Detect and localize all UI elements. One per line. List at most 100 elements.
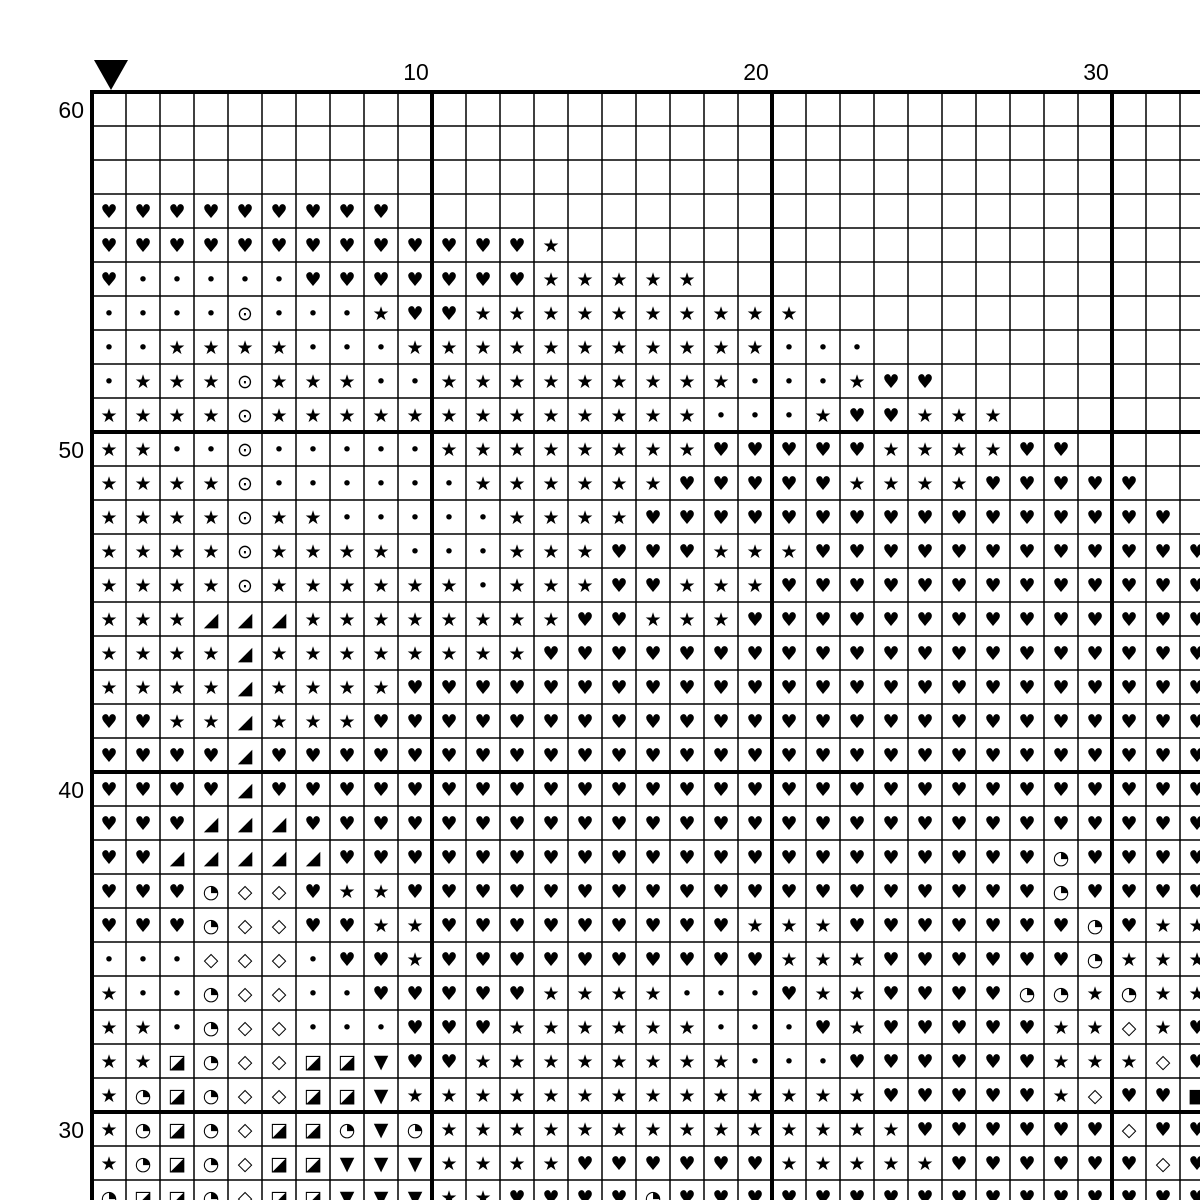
stitch-symbol: •: [307, 983, 318, 1005]
stitch-symbol: ♥: [168, 779, 185, 801]
stitch-symbol: ♥: [780, 1187, 797, 1200]
stitch-symbol: ★: [168, 337, 185, 359]
stitch-symbol: ♥: [304, 745, 321, 767]
stitch-symbol: •: [443, 473, 454, 495]
stitch-symbol: ★: [576, 303, 593, 325]
stitch-symbol: ♥: [1154, 1085, 1171, 1107]
stitch-symbol: •: [239, 269, 250, 291]
stitch-symbol: ♥: [100, 813, 117, 835]
stitch-symbol: •: [783, 405, 794, 427]
stitch-symbol: ▼: [408, 1153, 423, 1175]
stitch-symbol: ★: [542, 609, 559, 631]
stitch-symbol: •: [307, 337, 318, 359]
stitch-symbol: •: [409, 371, 420, 393]
stitch-symbol: ★: [202, 711, 219, 733]
stitch-symbol: ♥: [644, 949, 661, 971]
stitch-symbol: ★: [712, 1119, 729, 1141]
stitch-symbol: ★: [950, 473, 967, 495]
stitch-symbol: ★: [780, 541, 797, 563]
stitch-symbol: ♥: [508, 235, 525, 257]
stitch-symbol: ★: [236, 337, 253, 359]
stitch-symbol: •: [137, 983, 148, 1005]
stitch-symbol: ♥: [848, 1051, 865, 1073]
stitch-symbol: ♥: [440, 269, 457, 291]
stitch-symbol: ★: [474, 473, 491, 495]
stitch-symbol: ♥: [678, 915, 695, 937]
stitch-symbol: ♥: [1120, 677, 1137, 699]
stitch-symbol: ♥: [916, 371, 933, 393]
stitch-symbol: ★: [474, 1085, 491, 1107]
stitch-symbol: ♥: [134, 881, 151, 903]
stitch-symbol: ◔: [1053, 881, 1070, 903]
stitch-symbol: ♥: [1018, 643, 1035, 665]
stitch-symbol: ♥: [508, 915, 525, 937]
stitch-symbol: ◪: [168, 1119, 186, 1141]
stitch-symbol: ◢: [238, 745, 253, 767]
stitch-symbol: ★: [168, 711, 185, 733]
stitch-symbol: ♥: [746, 745, 763, 767]
stitch-symbol: ♥: [814, 881, 831, 903]
stitch-symbol: ⊙: [237, 303, 253, 325]
stitch-symbol: ◢: [238, 813, 253, 835]
row-label: 50: [58, 437, 84, 463]
stitch-symbol: ★: [202, 677, 219, 699]
stitch-symbol: ♥: [440, 711, 457, 733]
stitch-symbol: ★: [508, 643, 525, 665]
stitch-symbol: ★: [1154, 983, 1171, 1005]
stitch-symbol: ♥: [1018, 541, 1035, 563]
stitch-symbol: ★: [848, 1119, 865, 1141]
stitch-symbol: ♥: [440, 1051, 457, 1073]
stitch-symbol: •: [375, 337, 386, 359]
stitch-symbol: ♥: [644, 847, 661, 869]
stitch-symbol: ♥: [440, 983, 457, 1005]
stitch-symbol: ◔: [1053, 847, 1070, 869]
stitch-symbol: ♥: [1018, 575, 1035, 597]
stitch-symbol: ♥: [202, 745, 219, 767]
stitch-symbol: ★: [372, 643, 389, 665]
stitch-symbol: ★: [542, 1153, 559, 1175]
stitch-symbol: ♥: [848, 813, 865, 835]
stitch-symbol: ♥: [576, 915, 593, 937]
stitch-symbol: ★: [372, 609, 389, 631]
stitch-symbol: ♥: [610, 881, 627, 903]
stitch-symbol: •: [307, 439, 318, 461]
stitch-symbol: ♥: [474, 1017, 491, 1039]
stitch-symbol: ★: [576, 1119, 593, 1141]
stitch-symbol: ♥: [100, 269, 117, 291]
stitch-symbol: ◔: [135, 1119, 152, 1141]
stitch-symbol: ♥: [1120, 507, 1137, 529]
stitch-symbol: ♥: [1188, 1153, 1200, 1175]
stitch-symbol: ◔: [203, 983, 220, 1005]
stitch-symbol: ★: [542, 575, 559, 597]
stitch-symbol: ♥: [542, 745, 559, 767]
stitch-symbol: •: [375, 371, 386, 393]
stitch-symbol: ♥: [746, 881, 763, 903]
stitch-symbol: ♥: [780, 983, 797, 1005]
stitch-symbol: ♥: [134, 847, 151, 869]
stitch-symbol: ★: [474, 303, 491, 325]
stitch-symbol: ♥: [814, 847, 831, 869]
stitch-symbol: ◢: [238, 847, 253, 869]
stitch-symbol: ★: [100, 575, 117, 597]
stitch-symbol: ◪: [304, 1119, 322, 1141]
stitch-symbol: ♥: [508, 881, 525, 903]
stitch-symbol: ★: [168, 507, 185, 529]
stitch-symbol: ◢: [204, 847, 219, 869]
stitch-symbol: ◇: [238, 1119, 253, 1141]
stitch-symbol: ★: [576, 269, 593, 291]
stitch-symbol: ♥: [678, 813, 695, 835]
stitch-symbol: ♥: [134, 711, 151, 733]
stitch-symbol: ★: [440, 337, 457, 359]
stitch-symbol: ♥: [746, 473, 763, 495]
stitch-symbol: ♥: [338, 779, 355, 801]
stitch-symbol: ♥: [508, 1187, 525, 1200]
stitch-symbol: ♥: [984, 1017, 1001, 1039]
stitch-symbol: ▼: [374, 1187, 389, 1200]
stitch-symbol: ♥: [712, 507, 729, 529]
stitch-symbol: ♥: [440, 813, 457, 835]
stitch-symbol: ♥: [916, 575, 933, 597]
stitch-symbol: ♥: [780, 881, 797, 903]
stitch-symbol: ★: [644, 371, 661, 393]
stitch-symbol: ♥: [610, 643, 627, 665]
stitch-symbol: ♥: [814, 779, 831, 801]
